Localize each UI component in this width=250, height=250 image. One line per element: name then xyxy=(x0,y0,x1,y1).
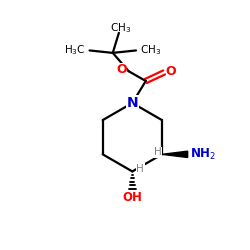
Text: NH$_2$: NH$_2$ xyxy=(190,147,216,162)
Text: OH: OH xyxy=(122,191,142,204)
Text: H$_3$C: H$_3$C xyxy=(64,44,85,57)
Text: H: H xyxy=(154,148,162,158)
Text: CH$_3$: CH$_3$ xyxy=(140,44,162,57)
Text: O: O xyxy=(166,65,176,78)
Text: H: H xyxy=(136,164,144,174)
Text: N: N xyxy=(126,96,138,110)
Polygon shape xyxy=(162,151,188,158)
Text: CH$_3$: CH$_3$ xyxy=(110,21,131,35)
Text: O: O xyxy=(116,64,127,76)
